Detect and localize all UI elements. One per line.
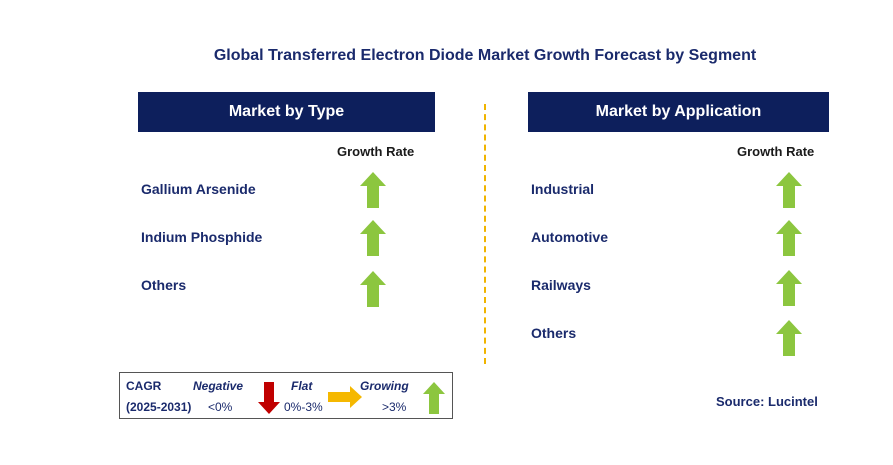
chart-title: Global Transferred Electron Diode Market… (213, 47, 757, 64)
segment-label: Industrial (531, 181, 595, 197)
legend-growing-range: >3% (382, 400, 407, 414)
type-panel: Market by Type Growth Rate Gallium Arsen… (138, 92, 435, 307)
segment-label: Railways (531, 277, 591, 293)
panel-divider (484, 104, 486, 364)
application-segment-row: Industrial (528, 172, 829, 208)
legend-flat-label: Flat (291, 379, 313, 393)
application-panel-header: Market by Application (528, 92, 829, 132)
application-segment-row: Railways (528, 268, 829, 306)
growing-arrow-icon (360, 220, 386, 256)
legend-growing-label: Growing (360, 379, 409, 393)
cagr-legend: CAGR (2025-2031) Negative <0% Flat 0%-3%… (119, 372, 453, 419)
legend-negative-range: <0% (208, 400, 233, 414)
negative-arrow-icon (258, 382, 280, 414)
legend-negative-label: Negative (193, 379, 244, 393)
type-growth-rate-label: Growth Rate (337, 144, 415, 159)
segment-label: Others (531, 325, 577, 341)
growing-arrow-icon (360, 271, 386, 307)
growing-arrow-icon (360, 172, 386, 208)
growing-arrow-icon (776, 270, 802, 306)
type-segment-row: Gallium Arsenide (138, 172, 435, 208)
growing-arrow-icon (776, 220, 802, 256)
growing-arrow-icon (423, 382, 445, 414)
segment-label: Automotive (531, 229, 608, 245)
legend-flat-range: 0%-3% (284, 400, 323, 414)
growing-arrow-icon (776, 320, 802, 356)
application-growth-rate-label: Growth Rate (737, 144, 815, 159)
legend-cagr-label: CAGR (126, 379, 162, 393)
legend-period: (2025-2031) (126, 400, 192, 414)
segment-label: Gallium Arsenide (141, 181, 256, 197)
application-panel: Market by Application Growth Rate Indust… (528, 92, 829, 356)
source-note: Source: Lucintel (716, 394, 818, 409)
type-segment-row: Others (138, 268, 435, 307)
growing-arrow-icon (776, 172, 802, 208)
segment-label: Indium Phosphide (141, 229, 263, 245)
segment-label: Others (141, 277, 187, 293)
type-panel-header: Market by Type (138, 92, 435, 132)
application-segment-row: Others (528, 316, 829, 356)
type-segment-row: Indium Phosphide (138, 220, 435, 256)
application-segment-row: Automotive (528, 220, 829, 256)
flat-arrow-icon (328, 386, 362, 408)
